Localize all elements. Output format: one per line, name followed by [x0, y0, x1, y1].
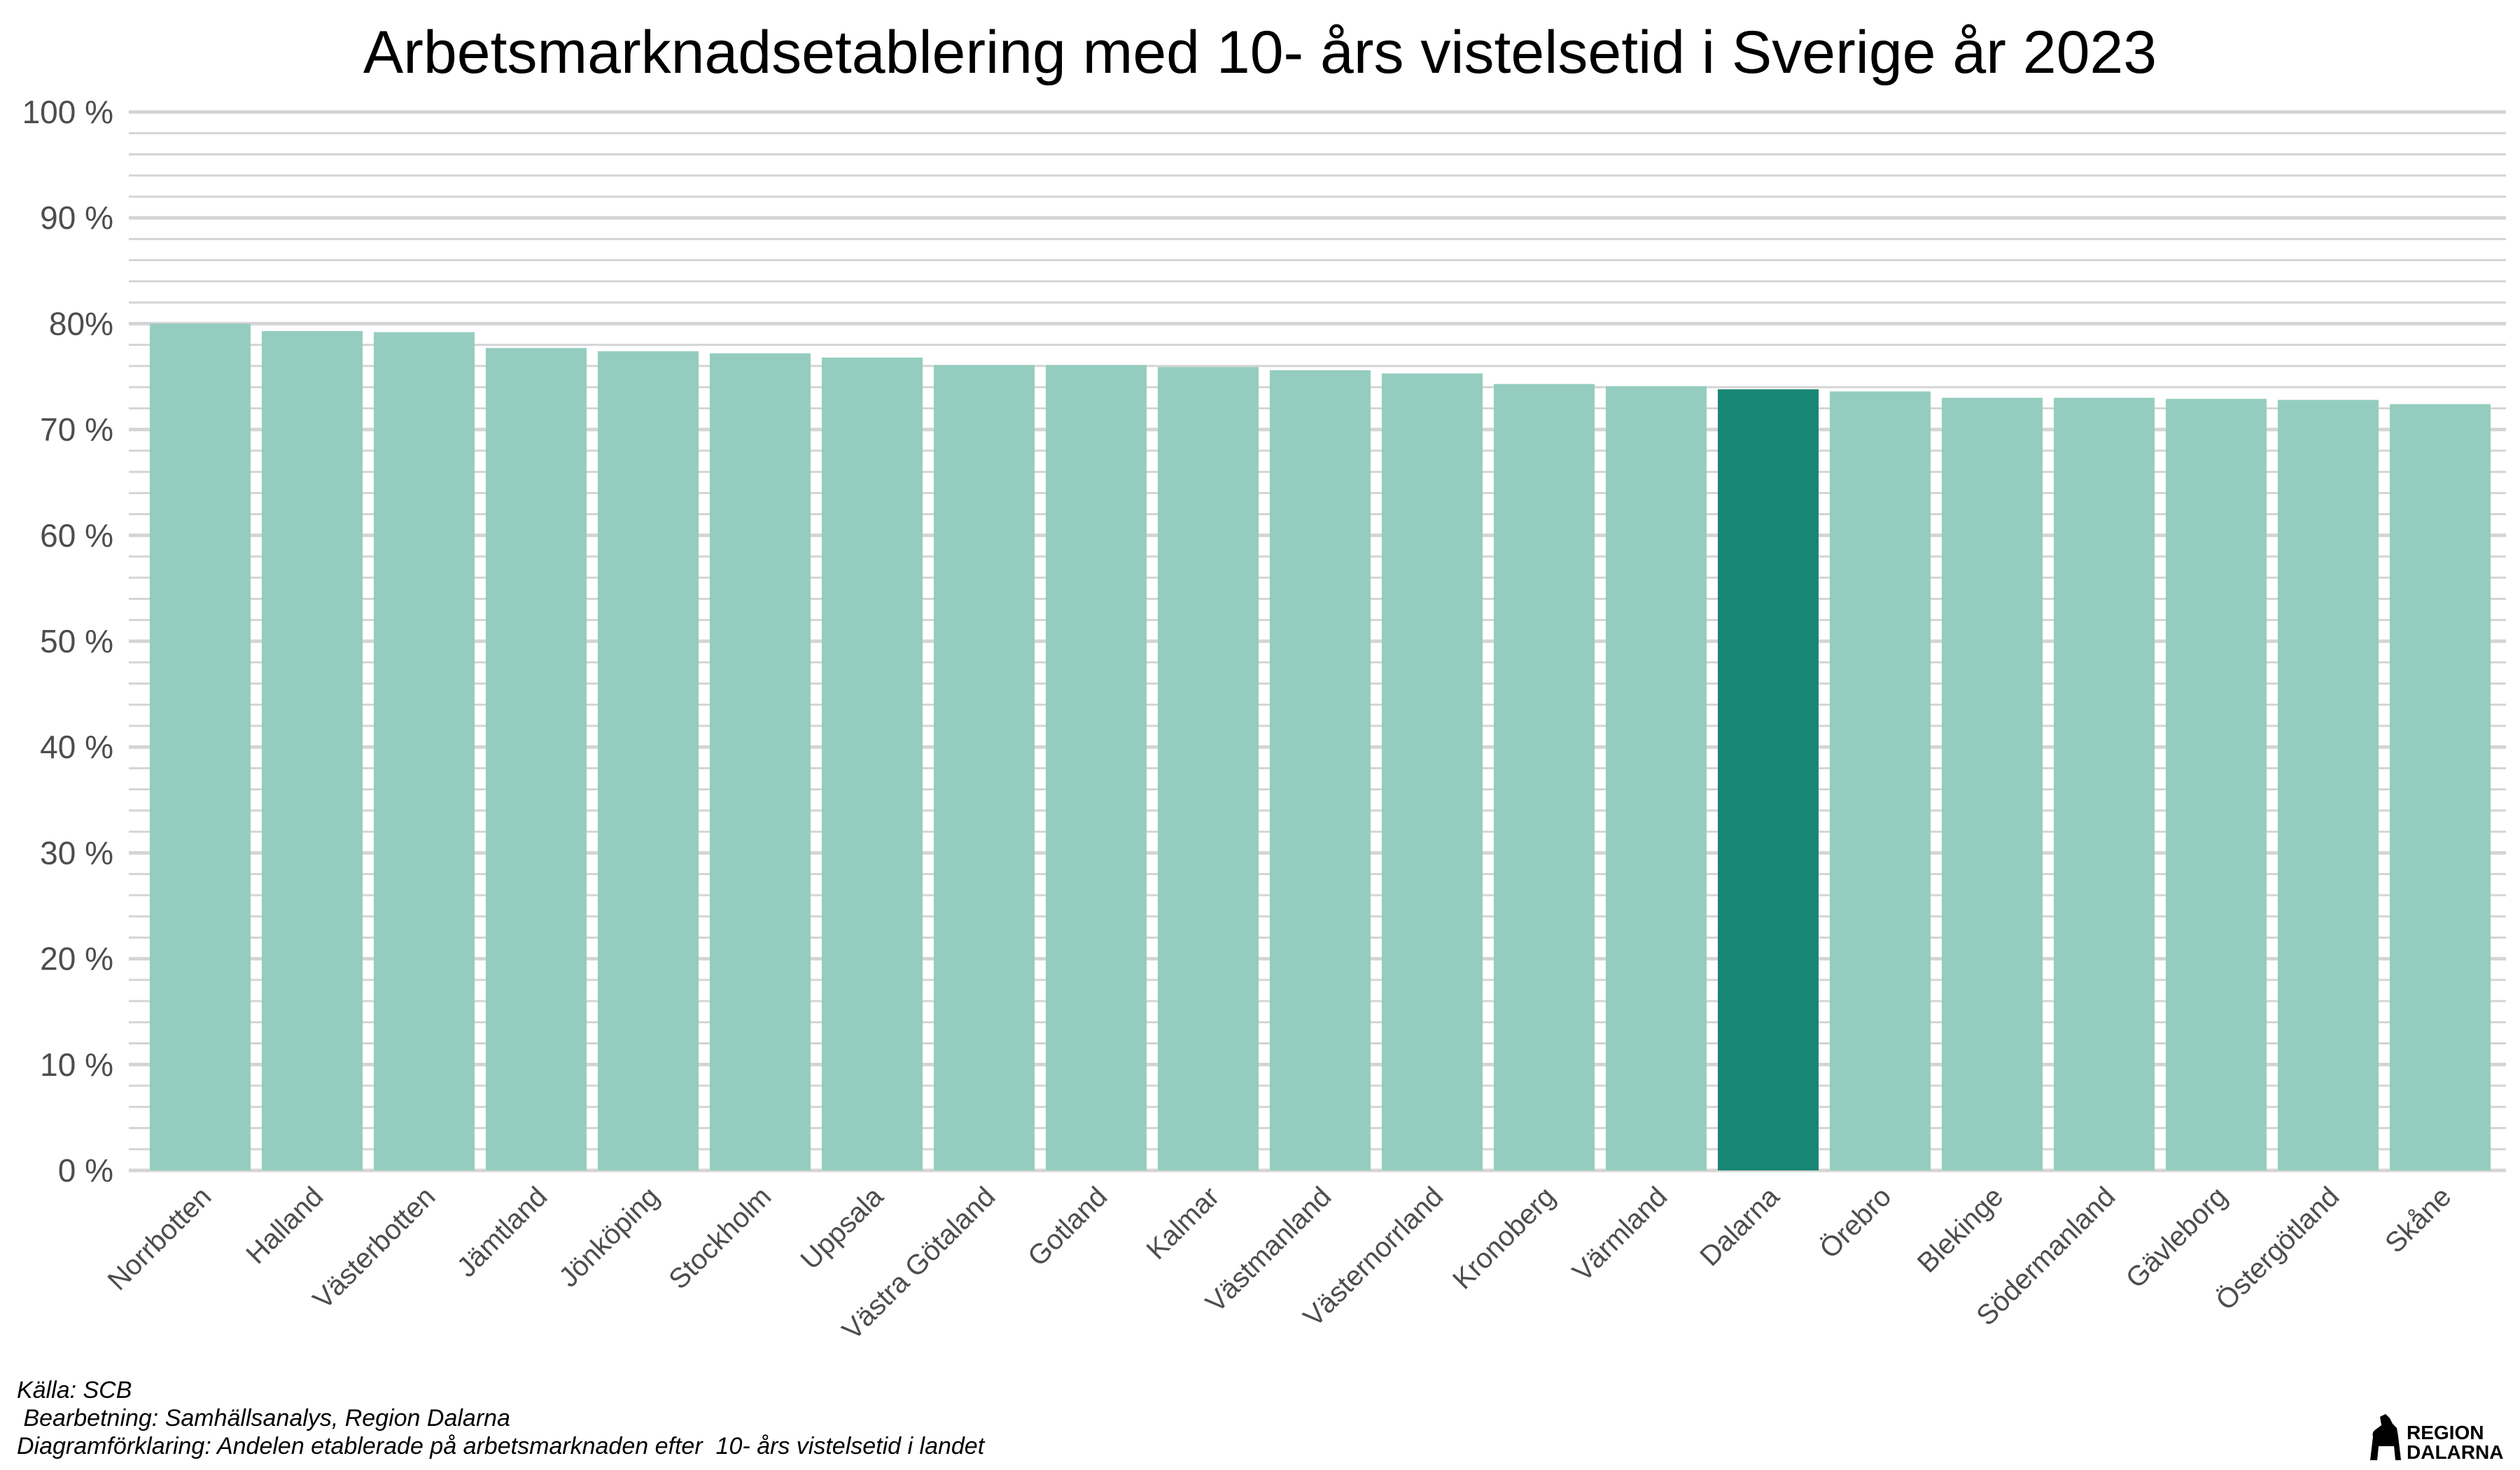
bar-västmanland	[1270, 370, 1371, 1170]
chart-title: Arbetsmarknadsetablering med 10- års vis…	[363, 19, 2157, 86]
x-tick-label: Halland	[240, 1181, 329, 1270]
x-tick-label: Uppsala	[794, 1181, 889, 1275]
x-tick-label: Gävleborg	[2120, 1181, 2234, 1294]
bar-västernorrland	[1382, 373, 1483, 1170]
bar-kalmar	[1158, 367, 1259, 1170]
y-tick-label: 60 %	[40, 517, 113, 554]
bar-södermanland	[2054, 398, 2155, 1170]
x-tick-label: Kronoberg	[1447, 1181, 1561, 1295]
x-tick-label: Värmland	[1567, 1181, 1673, 1287]
x-tick-label: Blekinge	[1912, 1181, 2010, 1279]
x-tick-label: Norrbotten	[102, 1181, 218, 1296]
bar-kronoberg	[1494, 384, 1595, 1170]
bar-halland	[262, 330, 363, 1170]
y-tick-label: 40 %	[40, 729, 113, 765]
bar-västerbotten	[374, 332, 475, 1171]
x-tick-label: Stockholm	[663, 1181, 777, 1295]
bars	[150, 323, 2491, 1171]
bar-jämtland	[486, 348, 587, 1170]
y-tick-label: 70 %	[40, 412, 113, 448]
processing-caption: Bearbetning: Samhällsanalys, Region Dala…	[17, 1405, 510, 1432]
y-tick-label: 20 %	[40, 941, 113, 977]
bar-jönköping	[598, 351, 699, 1170]
y-tick-label: 0 %	[58, 1152, 113, 1189]
x-tick-label: Gotland	[1022, 1181, 1113, 1272]
logo-text-line1: REGION	[2407, 1422, 2484, 1443]
y-tick-label: 10 %	[40, 1046, 113, 1083]
bar-värmland	[1606, 386, 1707, 1171]
x-tick-label: Kalmar	[1141, 1181, 1226, 1266]
source-caption: Källa: SCB	[17, 1377, 132, 1404]
region-dalarna-logo: REGION DALARNA	[2370, 1414, 2503, 1463]
logo-text-line2: DALARNA	[2407, 1441, 2503, 1463]
dala-horse-icon	[2370, 1414, 2401, 1460]
bar-blekinge	[1942, 398, 2043, 1170]
bar-uppsala	[822, 357, 923, 1171]
x-tick-label: Skåne	[2379, 1181, 2457, 1259]
bar-västra-götaland	[934, 365, 1035, 1171]
x-tick-label: Jönköping	[553, 1181, 665, 1293]
y-tick-label: 90 %	[40, 200, 113, 236]
x-tick-label: Jämtland	[451, 1181, 553, 1283]
y-tick-label: 80%	[49, 305, 113, 342]
bar-skåne	[2390, 404, 2491, 1170]
y-axis-ticks: 0 % 10 % 20 % 30 % 40 % 50 % 60 % 70 % 80% 90 % 10…	[22, 94, 113, 1189]
x-tick-label: Örebro	[1814, 1181, 1897, 1264]
bar-gotland	[1046, 365, 1147, 1171]
bar-gävleborg	[2166, 398, 2267, 1171]
y-tick-label: 30 %	[40, 834, 113, 871]
explanation-caption: Diagramförklaring: Andelen etablerade på…	[17, 1433, 985, 1460]
bar-örebro	[1830, 391, 1931, 1171]
x-tick-label: Dalarna	[1694, 1181, 1786, 1273]
bar-dalarna	[1718, 389, 1819, 1170]
y-tick-label: 100 %	[22, 94, 113, 130]
bar-norrbotten	[150, 323, 251, 1170]
y-tick-label: 50 %	[40, 623, 113, 659]
bar-stockholm	[710, 353, 811, 1171]
bar-östergötland	[2278, 400, 2379, 1171]
